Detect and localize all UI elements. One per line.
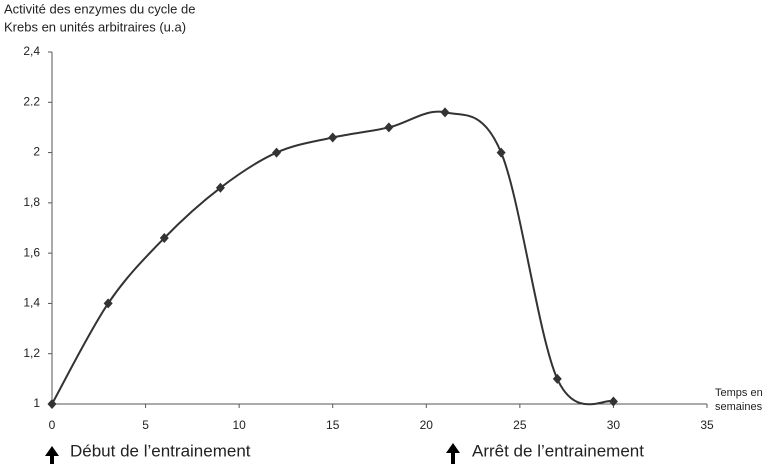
- y-tick-label: 1,4: [23, 296, 40, 310]
- y-tick-label: 2,4: [23, 44, 40, 58]
- x-tick-label: 10: [232, 418, 246, 432]
- y-tick-label: 1,2: [23, 346, 40, 360]
- marker: [103, 298, 113, 309]
- y-tick-label: 2.2: [23, 94, 40, 108]
- x-tick-label: 5: [142, 418, 149, 432]
- x-tick-label: 20: [420, 418, 434, 432]
- x-tick-label: 35: [700, 418, 714, 432]
- marker: [608, 396, 618, 407]
- y-tick-label: 1,8: [23, 195, 40, 209]
- x-tick-label: 25: [513, 418, 527, 432]
- arrow: [446, 443, 460, 464]
- arrow: [45, 446, 59, 464]
- marker: [440, 107, 450, 118]
- x-axis-label: semaines: [715, 401, 763, 413]
- marker: [272, 147, 282, 158]
- annotation: Début de l’entrainement: [70, 441, 251, 460]
- marker: [328, 132, 338, 143]
- y-tick-label: 2: [33, 145, 40, 159]
- marker: [496, 147, 506, 158]
- marker: [47, 399, 57, 409]
- y-tick-label: 1: [33, 396, 40, 410]
- marker: [215, 182, 225, 193]
- line: [51, 110, 614, 406]
- y-tick-label: 1,6: [23, 245, 40, 259]
- marker: [552, 373, 562, 384]
- marker: [159, 233, 169, 244]
- annotation: Arrêt de l’entrainement: [472, 441, 644, 460]
- x-axis-label: Temps en: [715, 387, 763, 399]
- y-axis-label: Activité des enzymes du cycle de: [4, 1, 195, 16]
- y-axis-label: Krebs en unités arbitraires (u.a): [4, 19, 186, 34]
- marker: [384, 122, 394, 133]
- x-tick-label: 30: [607, 418, 621, 432]
- x-tick-label: 15: [326, 418, 340, 432]
- x-tick-label: 0: [49, 418, 56, 432]
